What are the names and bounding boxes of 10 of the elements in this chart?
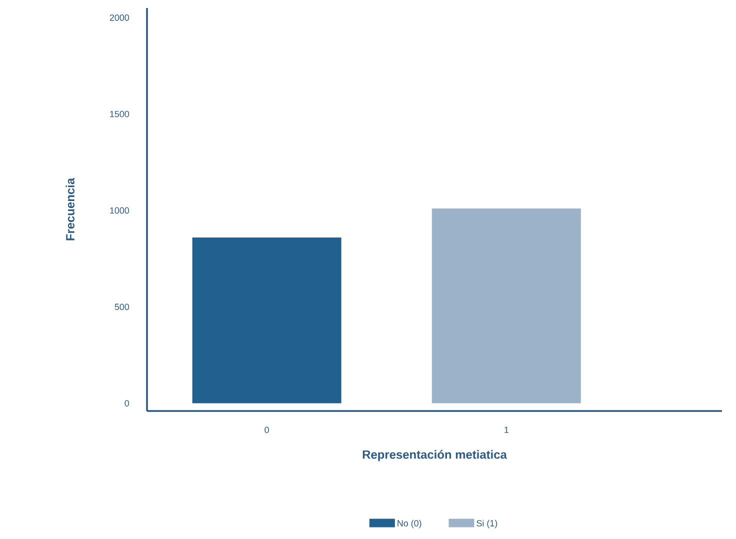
y-tick-label: 1000 bbox=[110, 207, 130, 214]
y-axis-title: Frecuencia bbox=[66, 178, 74, 240]
y-tick-label: 1500 bbox=[110, 110, 130, 118]
x-tick-label: 1 bbox=[504, 426, 508, 433]
y-tick-label: 500 bbox=[114, 304, 130, 310]
legend-label: No (0) bbox=[398, 520, 422, 528]
y-tick-label: 2000 bbox=[110, 14, 130, 21]
x-axis-title: Representación metiatica bbox=[362, 450, 507, 462]
y-tick-label: 0 bbox=[124, 400, 130, 406]
legend-label: Si (1) bbox=[476, 520, 498, 528]
